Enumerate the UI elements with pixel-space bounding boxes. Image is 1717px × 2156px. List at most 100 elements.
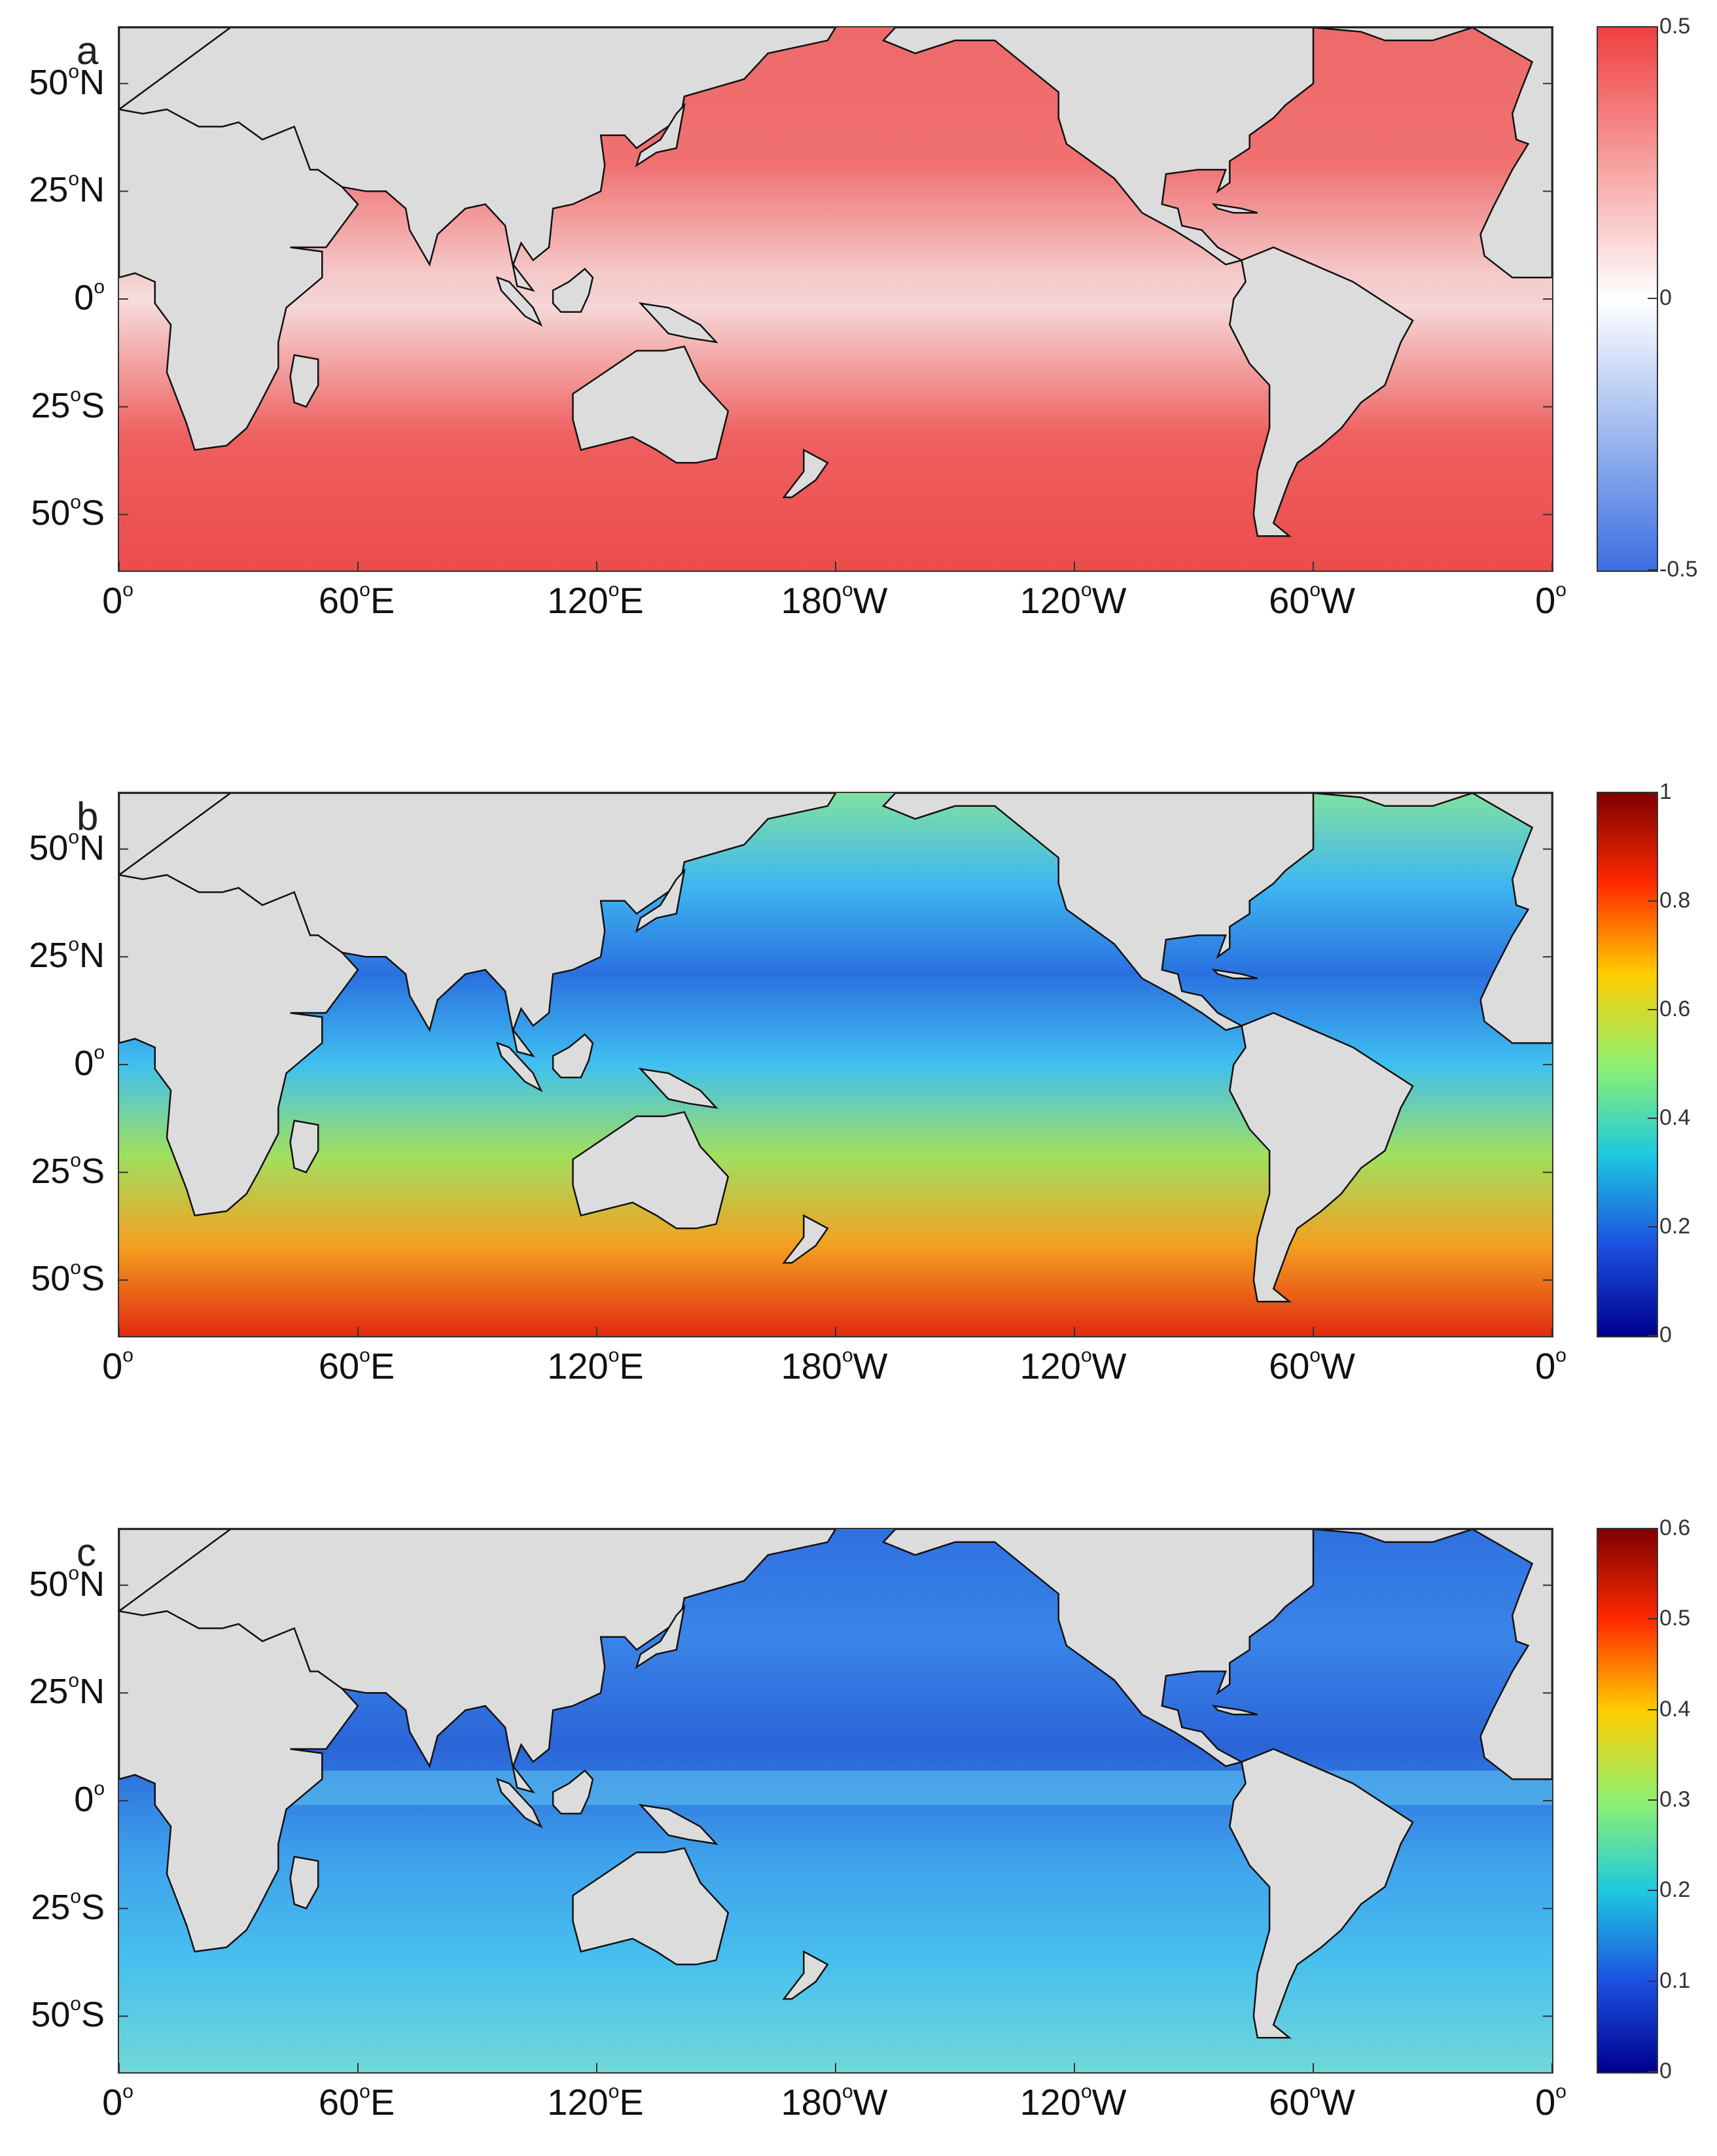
- japan-land: [635, 102, 686, 168]
- lon-label: 180oW: [781, 2081, 888, 2123]
- colorbar-tick-mark: [1648, 1528, 1657, 1529]
- westafrica-land: [1470, 793, 1552, 1044]
- colorbar-tick-label: 0.6: [1659, 997, 1691, 1021]
- southamerica-land: [1229, 246, 1414, 537]
- panel-b: b 1 0.8 0.6 0.4 0.2 0 50oN 25oN 0o 25oS 50oS 0o 60oE…: [0, 766, 1717, 1420]
- colorbar-tick-label: 0.2: [1659, 1214, 1691, 1239]
- map-a: [118, 26, 1553, 572]
- japan-land: [635, 1604, 686, 1669]
- borneo-land: [552, 1769, 594, 1815]
- newguinea-land: [638, 302, 718, 344]
- map-c: [118, 1528, 1553, 2074]
- lat-label: 50oN: [29, 1562, 105, 1604]
- colorbar-tick-label: 0.8: [1659, 888, 1691, 913]
- lat-label: 25oS: [31, 1149, 105, 1191]
- madagascar-land: [289, 1120, 319, 1174]
- lat-label: 25oN: [29, 934, 105, 976]
- map-svg-a: [119, 27, 1552, 571]
- japan-land: [635, 868, 686, 933]
- map-b: [118, 792, 1553, 1337]
- colorbar-tick-mark: [1648, 1618, 1657, 1620]
- lon-label: 0o: [102, 2081, 133, 2123]
- northamerica-land: [881, 27, 1315, 266]
- lat-label: 50oN: [29, 826, 105, 868]
- colorbar-tick-label: 0.5: [1659, 14, 1691, 39]
- panel-letter-b: b: [77, 794, 99, 838]
- newguinea-land: [638, 1067, 718, 1109]
- australia-land: [572, 1847, 730, 1966]
- colorbar-tick-label: 0.5: [1659, 1606, 1691, 1631]
- lon-label: 120oW: [1019, 579, 1127, 621]
- colorbar-tick-mark: [1648, 1708, 1657, 1710]
- colorbar-tick-label: 0.1: [1659, 1968, 1691, 1993]
- sumatra-land: [495, 1778, 543, 1829]
- newzealand-land: [782, 448, 829, 499]
- lon-label: 120oW: [1019, 1345, 1127, 1387]
- lon-label: 60oE: [318, 579, 395, 621]
- colorbar-tick-mark: [1648, 1980, 1657, 1982]
- panel-letter-a: a: [77, 29, 99, 73]
- lon-label: 120oW: [1019, 2081, 1127, 2123]
- australia-land: [572, 1111, 730, 1229]
- panel-letter-c: c: [77, 1530, 96, 1574]
- map-svg-b: [119, 793, 1552, 1336]
- cuba-land: [1211, 1705, 1258, 1716]
- borneo-land: [552, 268, 594, 313]
- colorbar-tick-mark: [1648, 1335, 1657, 1336]
- colorbar-tick-mark: [1648, 1799, 1657, 1801]
- lat-label: 50oS: [31, 491, 105, 533]
- lon-label: 60oW: [1269, 1345, 1355, 1387]
- lon-label: 120oE: [547, 2081, 644, 2123]
- colorbar-tick-mark: [1648, 1226, 1657, 1228]
- lat-label: 25oS: [31, 1885, 105, 1927]
- lon-label: 60oE: [318, 2081, 395, 2123]
- panel-a: a 0.5 0 -0.5 50oN 25oN 0o 25oS 50oS 0o 60oE 120oE 1…: [0, 0, 1717, 654]
- lon-label: 120oE: [547, 1345, 644, 1387]
- cuba-land: [1211, 968, 1258, 980]
- lon-label: 0o: [102, 1345, 133, 1387]
- newguinea-land: [638, 1803, 718, 1845]
- madagascar-land: [289, 1856, 319, 1910]
- greenland-land: [1313, 27, 1473, 42]
- lon-label: 0o: [102, 579, 133, 621]
- colorbar-tick-label: 0.3: [1659, 1787, 1691, 1812]
- colorbar-tick-mark: [1648, 900, 1657, 902]
- newzealand-land: [782, 1214, 829, 1264]
- lon-label: 60oE: [318, 1345, 395, 1387]
- northamerica-land: [881, 793, 1315, 1031]
- lat-label: 0o: [74, 276, 105, 317]
- lat-label: 50oN: [29, 60, 105, 102]
- colorbar-tick-mark: [1648, 1009, 1657, 1010]
- eurasia-land: [119, 793, 837, 1057]
- eurasia-land: [119, 1529, 837, 1794]
- colorbar-tick-mark: [1648, 26, 1657, 27]
- colorbar-tick-label: 0: [1659, 2059, 1672, 2083]
- colorbar-tick-label: 1: [1659, 779, 1672, 804]
- southamerica-land: [1229, 1748, 1414, 2039]
- colorbar-tick-label: 0.4: [1659, 1696, 1691, 1722]
- lat-label: 50oS: [31, 1993, 105, 2035]
- lon-label: 0o: [1535, 2081, 1567, 2123]
- eurasia-land: [119, 27, 837, 292]
- madagascar-land: [289, 354, 319, 408]
- colorbar-tick-label: 0.6: [1659, 1515, 1691, 1540]
- panel-c: c 0.6 0.5 0.4 0.3 0.2 0.1 0 50oN 25oN 0o 25oS 50oS 0…: [0, 1502, 1717, 2156]
- lat-label: 0o: [74, 1042, 105, 1083]
- colorbar-tick-mark: [1648, 298, 1657, 299]
- map-svg-c: [119, 1529, 1552, 2072]
- lon-label: 60oW: [1269, 2081, 1355, 2123]
- lat-label: 25oN: [29, 168, 105, 210]
- colorbar-tick-mark: [1648, 792, 1657, 793]
- lon-label: 180oW: [781, 579, 888, 621]
- colorbar-a: [1597, 26, 1658, 572]
- colorbar-b: [1597, 792, 1658, 1337]
- colorbar-tick-mark: [1648, 1118, 1657, 1119]
- colorbar-tick-label: 0: [1659, 1322, 1672, 1347]
- colorbar-tick-mark: [1648, 2071, 1657, 2072]
- lat-label: 25oN: [29, 1670, 105, 1712]
- borneo-land: [552, 1033, 594, 1079]
- lat-label: 25oS: [31, 383, 105, 425]
- westafrica-land: [1470, 1529, 1552, 1780]
- colorbar-tick-label: -0.5: [1659, 557, 1698, 582]
- colorbar-c: [1597, 1528, 1658, 2074]
